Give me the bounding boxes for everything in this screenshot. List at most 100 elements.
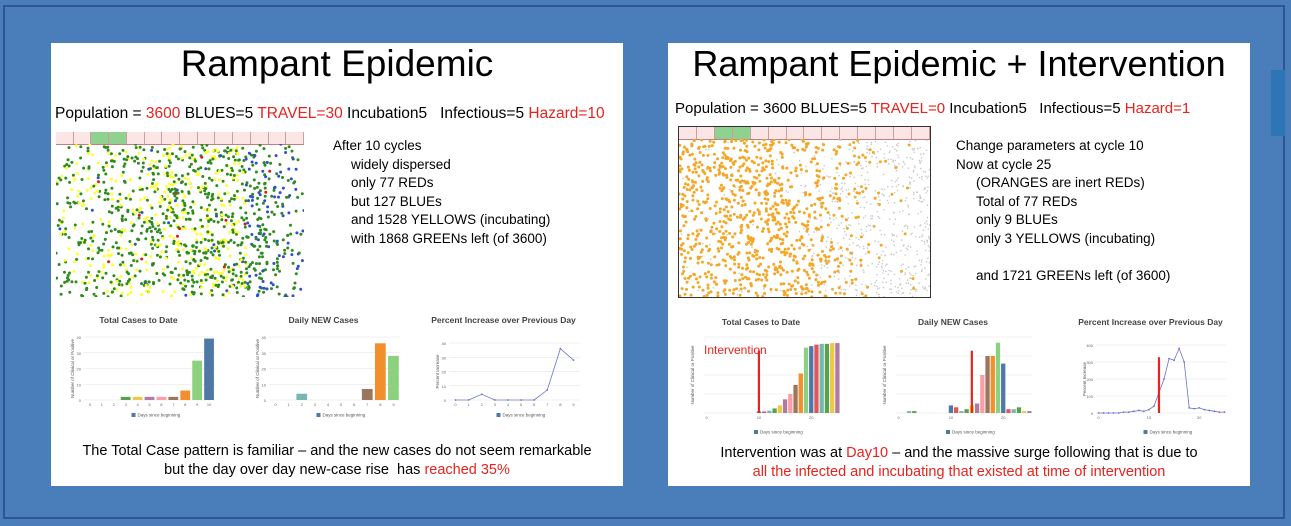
person-dot xyxy=(149,185,153,189)
person-dot xyxy=(193,252,197,256)
person-dot xyxy=(836,257,839,261)
person-dot xyxy=(720,183,723,187)
person-dot xyxy=(272,239,276,243)
person-dot xyxy=(174,155,178,158)
person-dot xyxy=(91,257,94,261)
slide-rampant-epidemic-intervention[interactable]: Rampant Epidemic + Intervention Populati… xyxy=(668,43,1250,486)
stats-cell xyxy=(180,132,198,144)
person-dot xyxy=(731,235,735,239)
person-dot xyxy=(842,237,845,239)
person-dot xyxy=(787,202,791,206)
person-dot xyxy=(770,291,772,293)
next-slide-thumbnail-edge[interactable] xyxy=(1271,70,1285,136)
person-dot xyxy=(698,242,702,246)
person-dot xyxy=(805,184,807,187)
person-dot xyxy=(182,273,186,277)
person-dot xyxy=(920,167,922,170)
person-dot xyxy=(866,148,868,150)
person-dot xyxy=(926,289,928,292)
chart-title: Total Cases to Date xyxy=(721,317,801,327)
person-dot xyxy=(184,293,188,297)
person-dot xyxy=(234,149,238,153)
person-dot xyxy=(190,274,194,278)
observation-notes: Change parameters at cycle 10 Now at cyc… xyxy=(956,137,1170,285)
bar xyxy=(809,346,814,413)
person-dot xyxy=(877,196,880,198)
person-dot xyxy=(810,267,814,271)
person-dot xyxy=(244,253,248,257)
person-dot xyxy=(745,150,749,154)
person-dot xyxy=(272,230,276,234)
person-dot xyxy=(168,146,172,150)
person-dot xyxy=(265,240,269,244)
x-tick-label: 1 xyxy=(468,402,471,407)
person-dot xyxy=(150,216,154,220)
person-dot xyxy=(800,222,804,226)
legend-swatch xyxy=(316,413,321,417)
person-dot xyxy=(923,198,925,201)
person-dot xyxy=(57,218,61,222)
person-dot xyxy=(847,202,849,205)
person-dot xyxy=(284,151,288,154)
person-dot xyxy=(810,248,812,250)
person-dot xyxy=(883,188,886,191)
person-dot xyxy=(682,249,686,253)
person-dot xyxy=(129,197,132,201)
person-dot xyxy=(170,170,174,174)
person-dot xyxy=(199,218,203,222)
person-dot xyxy=(869,203,872,205)
person-dot xyxy=(173,187,177,191)
data-point xyxy=(467,399,470,401)
person-dot xyxy=(829,190,832,192)
person-dot xyxy=(705,275,709,279)
person-dot xyxy=(852,141,856,144)
person-dot xyxy=(225,172,229,176)
person-dot xyxy=(780,155,784,159)
person-dot xyxy=(86,152,90,155)
person-dot xyxy=(145,186,149,190)
person-dot xyxy=(870,141,873,144)
person-dot xyxy=(903,232,907,236)
person-dot xyxy=(729,188,731,191)
x-tick-label: 10 xyxy=(949,415,954,420)
person-dot xyxy=(857,155,861,159)
person-dot xyxy=(775,235,779,239)
person-dot xyxy=(299,287,303,291)
person-dot xyxy=(723,238,727,242)
x-tick-label: 0 xyxy=(454,402,457,407)
person-dot xyxy=(216,149,220,153)
person-dot xyxy=(740,204,744,207)
person-dot xyxy=(225,289,229,293)
person-dot xyxy=(821,148,825,152)
person-dot xyxy=(229,173,233,177)
person-dot xyxy=(763,287,765,290)
person-dot xyxy=(137,238,141,242)
person-dot xyxy=(909,140,911,143)
person-dot xyxy=(683,260,687,264)
legend-label: Days since beginning xyxy=(760,430,803,435)
person-dot xyxy=(834,291,838,295)
person-dot xyxy=(85,188,89,192)
person-dot xyxy=(692,244,696,248)
x-tick-label: 20 xyxy=(1001,415,1006,420)
person-dot xyxy=(826,211,830,215)
person-dot xyxy=(893,211,895,213)
slide-rampant-epidemic[interactable]: Rampant Epidemic Population = 3600 BLUES… xyxy=(51,43,623,486)
person-dot xyxy=(224,213,228,217)
person-dot xyxy=(187,190,191,194)
person-dot xyxy=(878,160,882,164)
person-dot xyxy=(804,193,808,196)
person-dot xyxy=(864,183,867,185)
person-dot xyxy=(232,241,236,245)
parameters-line: Population = 3600 BLUES=5 TRAVEL=30 Incu… xyxy=(55,105,605,122)
person-dot xyxy=(801,257,805,261)
data-point xyxy=(1097,412,1100,414)
person-dot xyxy=(247,284,251,288)
person-dot xyxy=(787,139,791,142)
person-dot xyxy=(161,154,165,158)
bar xyxy=(1022,411,1027,413)
person-dot xyxy=(837,286,841,290)
person-dot xyxy=(688,188,692,192)
person-dot xyxy=(883,233,886,236)
person-dot xyxy=(63,280,67,284)
